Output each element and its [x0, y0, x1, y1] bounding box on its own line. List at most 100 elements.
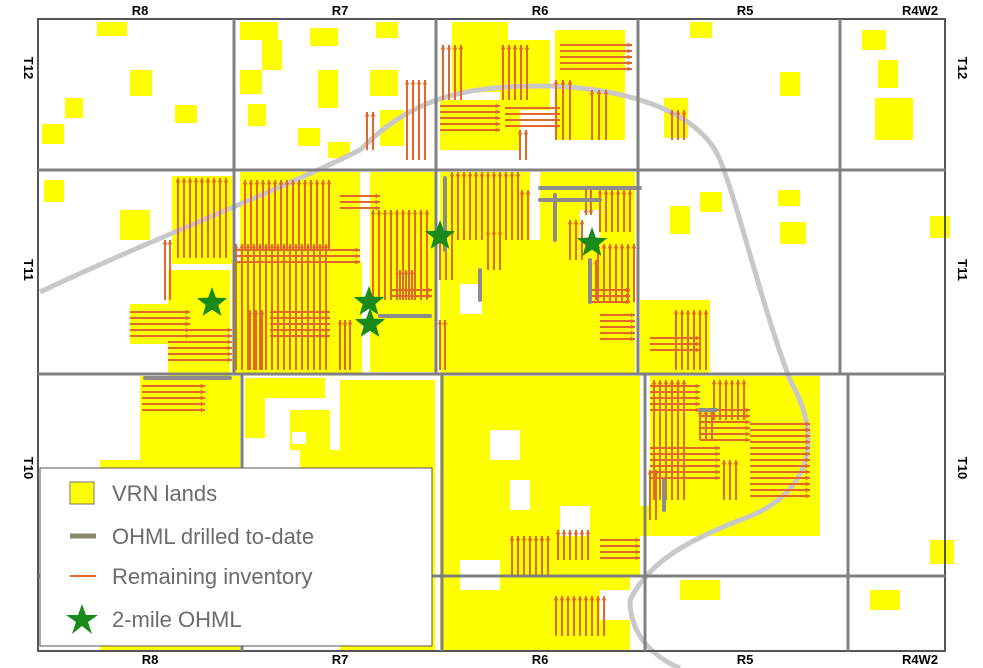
inventory-arrowhead: [721, 460, 727, 465]
inventory-arrowhead: [449, 172, 455, 177]
inventory-arrowhead: [347, 320, 353, 325]
inventory-arrowhead: [518, 45, 524, 50]
township-labels-right: T12 T11 T10: [955, 57, 970, 479]
inventory-arrowhead: [485, 230, 491, 235]
inventory-arrowhead: [382, 210, 388, 215]
inventory-arrowhead: [227, 357, 232, 363]
inventory-arrowhead: [320, 180, 326, 185]
inventory-arrowhead: [517, 130, 523, 135]
inventory-arrowhead: [635, 543, 640, 549]
two-mile-ohml-star: [424, 220, 456, 249]
township-label: T11: [955, 259, 970, 281]
inventory-arrowhead: [227, 351, 232, 357]
inventory-arrowhead: [515, 536, 521, 541]
inventory-arrowhead: [630, 318, 635, 324]
ohml-drilled-layer: [143, 176, 718, 512]
inventory-arrowhead: [685, 310, 691, 315]
remaining-inventory-layer: [130, 42, 810, 636]
inventory-arrowhead: [625, 293, 630, 299]
range-label: R6: [532, 3, 549, 18]
inventory-arrowhead: [375, 193, 380, 199]
inventory-arrowhead: [805, 445, 810, 451]
inventory-arrowhead: [491, 230, 497, 235]
inventory-arrowhead: [284, 180, 290, 185]
inventory-arrowhead: [647, 470, 653, 475]
inventory-arrowhead: [185, 321, 190, 327]
inventory-arrowhead: [185, 309, 190, 315]
inventory-arrowhead: [653, 470, 659, 475]
inventory-arrowhead: [715, 457, 720, 463]
inventory-arrowhead: [308, 180, 314, 185]
inventory-arrowhead: [370, 112, 376, 117]
inventory-arrowhead: [409, 270, 415, 275]
inventory-arrowhead: [553, 80, 559, 85]
inventory-arrowhead: [394, 210, 400, 215]
inventory-arrowhead: [545, 536, 551, 541]
inventory-arrowhead: [495, 127, 500, 133]
range-label: R8: [142, 652, 159, 667]
inventory-arrowhead: [589, 596, 595, 601]
inventory-arrowhead: [595, 596, 601, 601]
inventory-arrowhead: [567, 80, 573, 85]
inventory-arrowhead: [227, 327, 232, 333]
inventory-arrowhead: [805, 487, 810, 493]
inventory-arrowhead: [281, 244, 287, 249]
inventory-arrowhead: [573, 220, 579, 225]
inventory-arrowhead: [455, 172, 461, 177]
inventory-arrowhead: [355, 253, 360, 259]
inventory-arrowhead: [263, 244, 269, 249]
inventory-arrowhead: [217, 178, 223, 183]
inventory-arrowhead: [162, 240, 168, 245]
inventory-arrowhead: [745, 431, 750, 437]
inventory-arrowhead: [627, 54, 632, 60]
inventory-arrowhead: [519, 190, 525, 195]
inventory-arrowhead: [227, 339, 232, 345]
inventory-arrowhead: [239, 244, 245, 249]
inventory-arrowhead: [669, 380, 675, 385]
inventory-arrowhead: [596, 90, 602, 95]
inventory-arrowhead: [424, 210, 430, 215]
inventory-arrowhead: [337, 320, 343, 325]
inventory-arrowhead: [745, 437, 750, 443]
inventory-arrowhead: [805, 439, 810, 445]
range-label: R8: [132, 3, 149, 18]
inventory-arrowhead: [630, 330, 635, 336]
inventory-arrowhead: [695, 389, 700, 395]
range-label: R7: [332, 3, 349, 18]
inventory-arrowhead: [560, 80, 566, 85]
inventory-arrowhead: [691, 310, 697, 315]
inventory-arrowhead: [410, 80, 416, 85]
inventory-arrowhead: [200, 395, 205, 401]
inventory-arrowhead: [627, 60, 632, 66]
legend: VRN lands OHML drilled to-date Remaining…: [39, 467, 433, 647]
inventory-arrowhead: [735, 380, 741, 385]
inventory-arrowhead: [715, 445, 720, 451]
inventory-arrowhead: [715, 463, 720, 469]
inventory-arrowhead: [199, 178, 205, 183]
inventory-arrowhead: [200, 401, 205, 407]
inventory-arrowhead: [567, 530, 573, 535]
two-mile-ohml-star: [353, 286, 385, 315]
inventory-arrowhead: [553, 596, 559, 601]
inventory-arrowhead: [555, 117, 560, 123]
inventory-arrowhead: [412, 210, 418, 215]
inventory-arrowhead: [673, 310, 679, 315]
legend-label: VRN lands: [112, 481, 217, 506]
inventory-arrowhead: [370, 210, 376, 215]
inventory-arrowhead: [805, 481, 810, 487]
inventory-arrowhead: [723, 380, 729, 385]
inventory-arrowhead: [559, 596, 565, 601]
inventory-arrowhead: [585, 530, 591, 535]
two-mile-ohml-layer: [196, 220, 608, 337]
inventory-arrowhead: [603, 90, 609, 95]
inventory-arrowhead: [503, 172, 509, 177]
inventory-arrowhead: [427, 287, 432, 293]
inventory-arrowhead: [695, 341, 700, 347]
range-label: R4W2: [902, 3, 938, 18]
inventory-arrowhead: [397, 270, 403, 275]
inventory-arrowhead: [663, 380, 669, 385]
legend-label: Remaining inventory: [112, 564, 313, 589]
inventory-arrowhead: [275, 244, 281, 249]
inventory-arrowhead: [242, 180, 248, 185]
inventory-arrowhead: [406, 210, 412, 215]
